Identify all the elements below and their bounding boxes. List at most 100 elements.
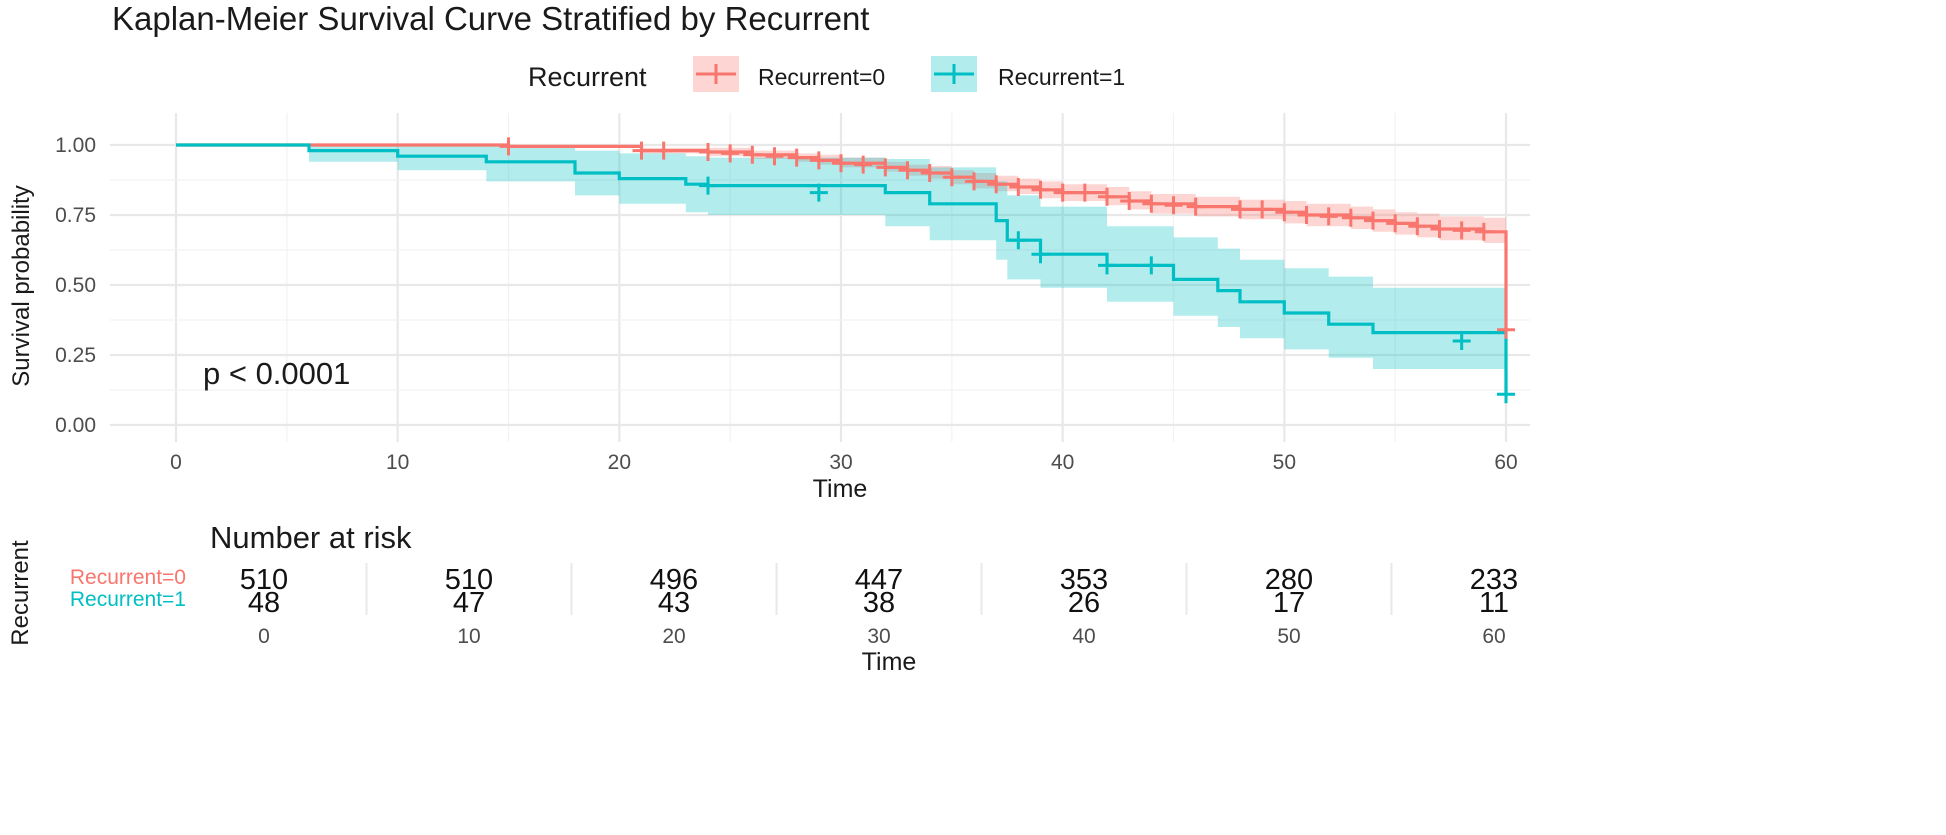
risk-value-recurrent-0: 496 xyxy=(650,564,698,596)
x-tick-label: 60 xyxy=(1494,451,1517,474)
censor-mark-recurrent-0 xyxy=(876,158,895,177)
risk-row-label-recurrent-0: Recurrent=0 xyxy=(70,566,186,589)
censor-mark-recurrent-0 xyxy=(854,155,873,174)
chart-title: Kaplan-Meier Survival Curve Stratified b… xyxy=(112,0,869,37)
y-tick-label: 0.50 xyxy=(55,274,96,297)
legend-key-recurrent-1 xyxy=(931,56,977,92)
censor-mark-recurrent-0 xyxy=(1186,197,1205,216)
censor-mark-recurrent-0 xyxy=(809,151,828,170)
risk-x-tick-label: 0 xyxy=(258,625,270,648)
censor-mark-recurrent-0 xyxy=(1120,192,1139,210)
y-axis-ticks: 0.00 0.25 0.50 0.75 1.00 xyxy=(55,134,96,437)
risk-value-recurrent-0: 510 xyxy=(445,564,493,596)
censor-mark-recurrent-0 xyxy=(1341,208,1360,227)
y-tick-label: 0.00 xyxy=(55,414,96,437)
censor-mark-recurrent-1 xyxy=(1497,385,1515,404)
censor-mark-recurrent-0 xyxy=(1408,217,1427,236)
risk-value-recurrent-1: 17 xyxy=(1273,587,1305,619)
risk-value-recurrent-1: 11 xyxy=(1479,587,1509,619)
risk-value-recurrent-0: 447 xyxy=(855,564,903,596)
censor-marks xyxy=(499,137,1515,404)
y-tick-label: 1.00 xyxy=(55,134,96,157)
x-tick-label: 20 xyxy=(608,451,631,474)
risk-value-recurrent-0: 510 xyxy=(240,564,288,596)
risk-table-grid xyxy=(365,563,1393,615)
x-axis-ticks: 0 10 20 30 40 50 60 xyxy=(170,451,1518,474)
censor-mark-recurrent-0 xyxy=(965,172,983,191)
ci-band-recurrent-1 xyxy=(176,145,1506,369)
censor-mark-recurrent-0 xyxy=(1098,187,1116,206)
censor-mark-recurrent-0 xyxy=(1009,178,1028,196)
risk-table-values: 510 510 496 447 353 280 233 48 47 43 38 26 17 11 xyxy=(240,564,1518,619)
censor-mark-recurrent-0 xyxy=(1142,194,1161,213)
censor-mark-recurrent-0 xyxy=(1319,207,1338,226)
censor-mark-recurrent-0 xyxy=(1164,196,1183,215)
censor-mark-recurrent-0 xyxy=(1364,211,1382,230)
legend: Recurrent Recurrent=0 Recurrent=1 xyxy=(528,56,1125,92)
x-tick-label: 30 xyxy=(829,451,852,474)
x-tick-label: 0 xyxy=(170,451,182,474)
censor-mark-recurrent-0 xyxy=(1452,221,1471,240)
censor-mark-recurrent-1 xyxy=(809,183,828,202)
risk-value-recurrent-1: 48 xyxy=(248,587,280,619)
censor-mark-recurrent-1 xyxy=(1452,332,1471,350)
censor-mark-recurrent-0 xyxy=(499,137,518,156)
censor-mark-recurrent-0 xyxy=(765,147,784,166)
legend-title: Recurrent xyxy=(528,62,647,92)
censor-mark-recurrent-0 xyxy=(787,148,806,167)
legend-label-recurrent-1: Recurrent=1 xyxy=(998,64,1125,90)
censor-mark-recurrent-0 xyxy=(1253,200,1272,219)
y-tick-label: 0.75 xyxy=(55,204,96,227)
censor-mark-recurrent-0 xyxy=(1430,220,1449,238)
censor-mark-recurrent-1 xyxy=(1009,231,1028,250)
x-tick-label: 10 xyxy=(386,451,409,474)
censor-mark-recurrent-0 xyxy=(1474,222,1493,241)
censor-mark-recurrent-0 xyxy=(654,141,673,160)
risk-x-tick-label: 50 xyxy=(1277,625,1300,648)
censor-mark-recurrent-0 xyxy=(1275,203,1294,222)
censor-mark-recurrent-0 xyxy=(721,144,740,163)
censor-mark-recurrent-1 xyxy=(1031,245,1050,264)
risk-value-recurrent-0: 280 xyxy=(1265,564,1313,596)
censor-mark-recurrent-0 xyxy=(632,141,651,160)
risk-table-x-label: Time xyxy=(862,648,917,676)
x-tick-label: 50 xyxy=(1273,451,1296,474)
censor-mark-recurrent-1 xyxy=(1142,256,1161,275)
km-curve-recurrent-1 xyxy=(176,143,1508,395)
censor-mark-recurrent-0 xyxy=(987,175,1006,194)
x-tick-label: 40 xyxy=(1051,451,1074,474)
censor-mark-recurrent-0 xyxy=(898,161,917,180)
censor-mark-recurrent-1 xyxy=(1098,256,1116,275)
risk-value-recurrent-1: 38 xyxy=(863,587,895,619)
risk-x-tick-label: 40 xyxy=(1072,625,1095,648)
risk-table-x-ticks: 0 10 20 30 40 50 60 xyxy=(258,625,1506,648)
legend-label-recurrent-0: Recurrent=0 xyxy=(758,64,885,90)
censor-mark-recurrent-0 xyxy=(1297,206,1316,224)
risk-value-recurrent-0: 233 xyxy=(1470,564,1518,596)
risk-x-tick-label: 10 xyxy=(457,625,480,648)
x-axis-label: Time xyxy=(813,475,868,503)
p-value-annotation: p < 0.0001 xyxy=(203,356,350,391)
risk-table-y-label: Recurrent xyxy=(7,540,34,646)
censor-mark-recurrent-0 xyxy=(1231,200,1249,219)
risk-value-recurrent-1: 26 xyxy=(1068,587,1100,619)
risk-table-title: Number at risk xyxy=(210,520,412,555)
censor-mark-recurrent-0 xyxy=(699,143,717,161)
legend-key-recurrent-0 xyxy=(693,56,739,92)
censor-mark-recurrent-0 xyxy=(1053,183,1072,202)
censor-mark-recurrent-1 xyxy=(699,176,717,195)
risk-x-tick-label: 30 xyxy=(867,625,890,648)
risk-row-label-recurrent-1: Recurrent=1 xyxy=(70,588,186,611)
censor-mark-recurrent-0 xyxy=(942,168,961,187)
censor-mark-recurrent-0 xyxy=(1031,180,1050,199)
censor-mark-recurrent-0 xyxy=(920,164,939,182)
y-tick-label: 0.25 xyxy=(55,344,96,367)
risk-value-recurrent-1: 43 xyxy=(658,587,690,619)
risk-value-recurrent-1: 47 xyxy=(453,587,485,619)
censor-mark-recurrent-0 xyxy=(832,154,850,173)
risk-value-recurrent-0: 353 xyxy=(1060,564,1108,596)
censor-mark-recurrent-0 xyxy=(1075,183,1094,202)
